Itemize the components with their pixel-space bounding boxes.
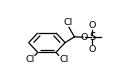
Text: O: O <box>80 33 88 42</box>
Text: Cl: Cl <box>64 18 73 27</box>
Text: Cl: Cl <box>59 55 68 64</box>
Text: O: O <box>89 45 96 54</box>
Text: Cl: Cl <box>25 55 35 64</box>
Text: O: O <box>89 21 96 30</box>
Text: S: S <box>89 32 95 42</box>
